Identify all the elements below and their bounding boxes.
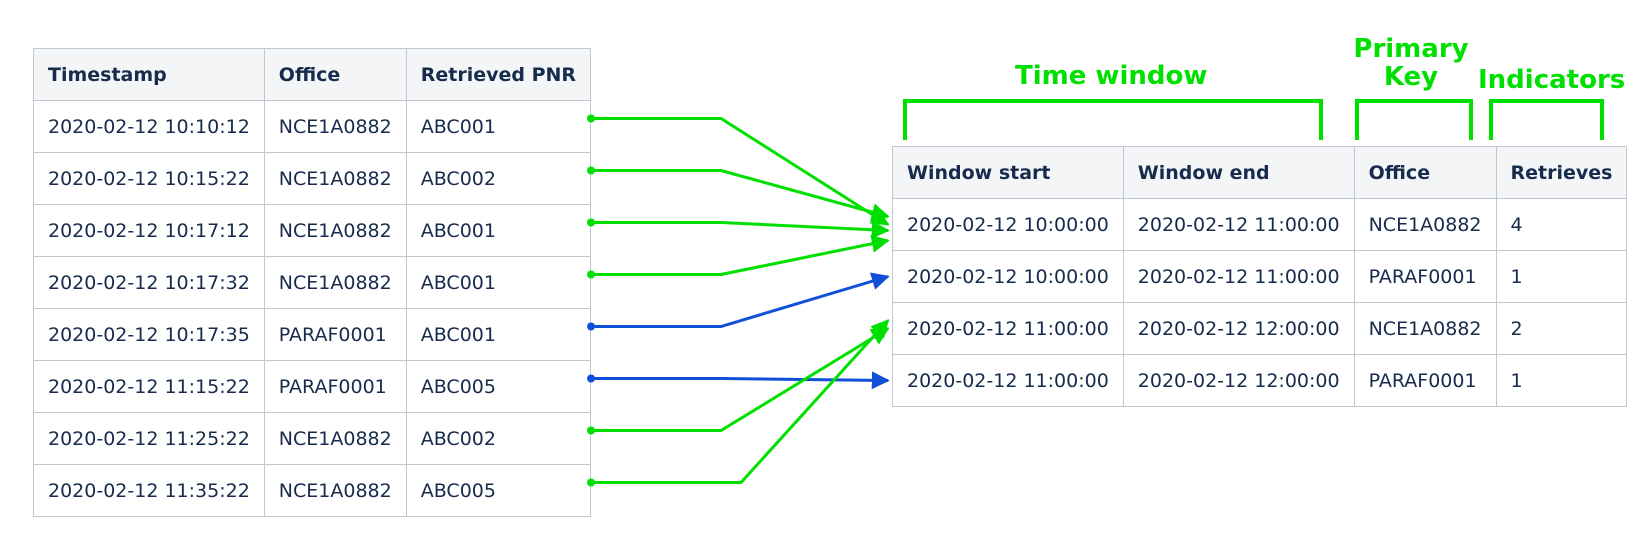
cell-office: NCE1A0882 xyxy=(1353,302,1497,355)
connector-arrow xyxy=(591,272,890,328)
cell-retrieves: 4 xyxy=(1495,198,1628,251)
cell-pnr: ABC001 xyxy=(405,100,592,153)
table-row: 2020-02-12 10:00:00 2020-02-12 11:00:00 … xyxy=(892,250,1628,303)
table-row: 2020-02-12 11:00:00 2020-02-12 12:00:00 … xyxy=(892,354,1628,407)
cell-timestamp: 2020-02-12 10:17:35 xyxy=(33,308,265,361)
table-row: 2020-02-12 10:10:12 NCE1A0882 ABC001 xyxy=(33,100,592,153)
cell-timestamp: 2020-02-12 10:17:12 xyxy=(33,204,265,257)
cell-pnr: ABC001 xyxy=(405,204,592,257)
cell-pnr: ABC002 xyxy=(405,412,592,465)
cell-window-end: 2020-02-12 12:00:00 xyxy=(1122,302,1355,355)
cell-timestamp: 2020-02-12 10:10:12 xyxy=(33,100,265,153)
events-table: Timestamp Office Retrieved PNR 2020-02-1… xyxy=(33,48,592,517)
cell-timestamp: 2020-02-12 10:15:22 xyxy=(33,152,265,205)
cell-window-start: 2020-02-12 11:00:00 xyxy=(892,354,1124,407)
table-row: 2020-02-12 10:15:22 NCE1A0882 ABC002 xyxy=(33,152,592,205)
primary-key-bracket xyxy=(1355,99,1473,140)
cell-window-start: 2020-02-12 10:00:00 xyxy=(892,250,1124,303)
connector-arrow xyxy=(591,327,890,432)
table-row: 2020-02-12 11:25:22 NCE1A0882 ABC002 xyxy=(33,412,592,465)
header-office: Office xyxy=(263,48,407,101)
cell-pnr: ABC001 xyxy=(405,256,592,309)
table-row: 2020-02-12 10:00:00 2020-02-12 11:00:00 … xyxy=(892,198,1628,251)
cell-retrieves: 1 xyxy=(1495,250,1628,303)
table-header-row: Window start Window end Office Retrieves xyxy=(892,146,1628,199)
cell-timestamp: 2020-02-12 11:35:22 xyxy=(33,464,265,517)
cell-office: NCE1A0882 xyxy=(1353,198,1497,251)
cell-window-start: 2020-02-12 10:00:00 xyxy=(892,198,1124,251)
indicators-label: Indicators xyxy=(1478,65,1626,95)
table-header-row: Timestamp Office Retrieved PNR xyxy=(33,48,592,101)
cell-pnr: ABC005 xyxy=(405,360,592,413)
table-row: 2020-02-12 10:17:35 PARAF0001 ABC001 xyxy=(33,308,592,361)
table-row: 2020-02-12 10:17:32 NCE1A0882 ABC001 xyxy=(33,256,592,309)
aggregates-table: Window start Window end Office Retrieves… xyxy=(892,146,1628,407)
time-window-bracket xyxy=(903,99,1323,140)
cell-office: NCE1A0882 xyxy=(263,256,407,309)
cell-window-start: 2020-02-12 11:00:00 xyxy=(892,302,1124,355)
header-window-end: Window end xyxy=(1122,146,1355,199)
cell-office: NCE1A0882 xyxy=(263,152,407,205)
header-timestamp: Timestamp xyxy=(33,48,265,101)
table-row: 2020-02-12 10:17:12 NCE1A0882 ABC001 xyxy=(33,204,592,257)
cell-office: PARAF0001 xyxy=(1353,250,1497,303)
cell-timestamp: 2020-02-12 11:15:22 xyxy=(33,360,265,413)
connector-arrow xyxy=(591,117,890,226)
cell-pnr: ABC001 xyxy=(405,308,592,361)
connector-arrow xyxy=(591,234,890,276)
cell-timestamp: 2020-02-12 11:25:22 xyxy=(33,412,265,465)
cell-office: NCE1A0882 xyxy=(263,204,407,257)
primary-key-label-line2: Key xyxy=(1383,62,1439,92)
cell-window-end: 2020-02-12 12:00:00 xyxy=(1122,354,1355,407)
cell-timestamp: 2020-02-12 10:17:32 xyxy=(33,256,265,309)
cell-pnr: ABC002 xyxy=(405,152,592,205)
cell-office: PARAF0001 xyxy=(263,308,407,361)
table-row: 2020-02-12 11:15:22 PARAF0001 ABC005 xyxy=(33,360,592,413)
header-retrieves: Retrieves xyxy=(1495,146,1628,199)
header-window-start: Window start xyxy=(892,146,1124,199)
header-retrieved-pnr: Retrieved PNR xyxy=(405,48,592,101)
cell-office: PARAF0001 xyxy=(263,360,407,413)
header-office: Office xyxy=(1353,146,1497,199)
connector-arrow xyxy=(591,319,890,484)
connector-arrow xyxy=(591,169,890,221)
cell-retrieves: 2 xyxy=(1495,302,1628,355)
cell-office: NCE1A0882 xyxy=(263,464,407,517)
cell-office: NCE1A0882 xyxy=(263,412,407,465)
indicators-bracket xyxy=(1489,99,1604,140)
cell-window-end: 2020-02-12 11:00:00 xyxy=(1122,250,1355,303)
cell-window-end: 2020-02-12 11:00:00 xyxy=(1122,198,1355,251)
cell-retrieves: 1 xyxy=(1495,354,1628,407)
time-window-label: Time window xyxy=(1015,61,1208,91)
table-row: 2020-02-12 11:35:22 NCE1A0882 ABC005 xyxy=(33,464,592,517)
table-row: 2020-02-12 11:00:00 2020-02-12 12:00:00 … xyxy=(892,302,1628,355)
primary-key-label-line1: Primary xyxy=(1353,34,1469,64)
cell-pnr: ABC005 xyxy=(405,464,592,517)
cell-office: NCE1A0882 xyxy=(263,100,407,153)
connector-arrow xyxy=(591,220,890,239)
connector-arrow xyxy=(591,371,890,390)
cell-office: PARAF0001 xyxy=(1353,354,1497,407)
